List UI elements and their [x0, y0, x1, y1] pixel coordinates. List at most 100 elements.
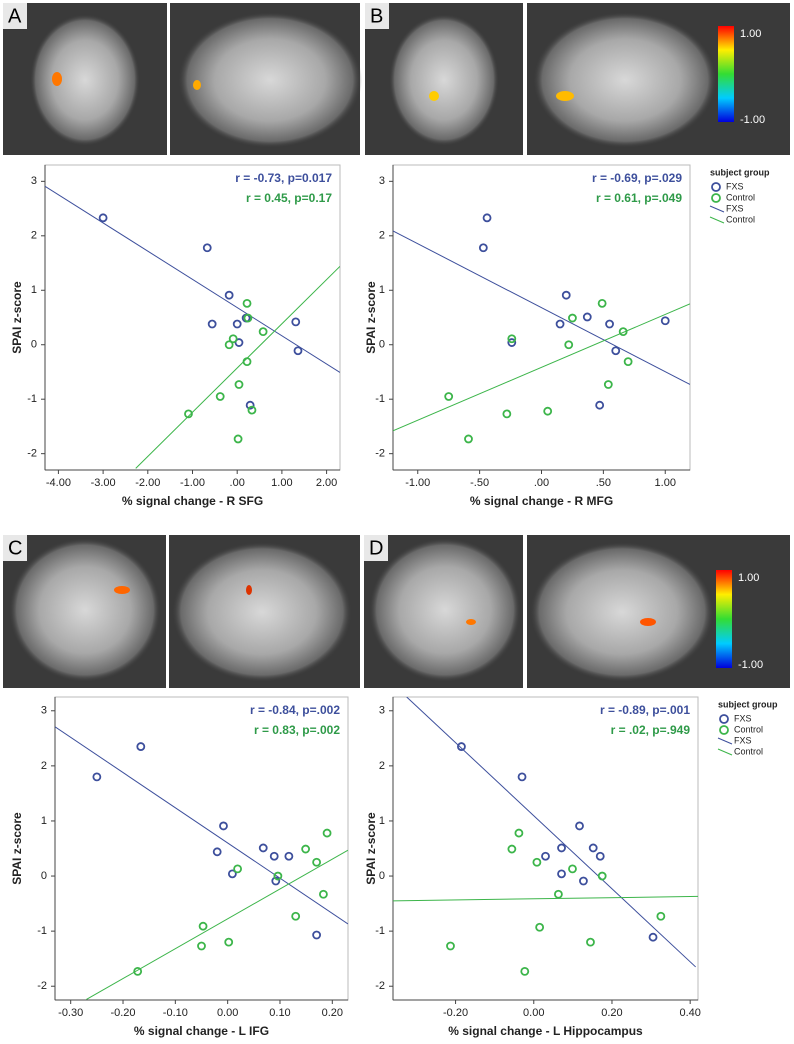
point: [184, 409, 193, 419]
x-axis-title: % signal change - R SFG: [122, 494, 263, 508]
point: [557, 843, 566, 853]
point: [269, 851, 279, 861]
point: [258, 327, 268, 337]
colorbar-label: 1.00: [738, 572, 759, 584]
brain-shape: [30, 14, 140, 146]
legend-marker: [719, 725, 729, 735]
x-tick-label: -0.10: [163, 1007, 188, 1019]
activation: [114, 586, 130, 594]
point: [202, 243, 212, 253]
point: [243, 313, 253, 323]
y-tick-label: 2: [31, 230, 37, 242]
legend-label: Control: [726, 192, 755, 202]
point: [597, 298, 607, 308]
brain-images: 1.00 -1.00 1.00 -1.00: [3, 3, 790, 688]
panel-letters: A B C D: [3, 3, 389, 561]
annotation: r = 0.61, p=.049: [596, 191, 682, 205]
scatter-chart: -2 -1 0 1 2 3 -4.00 -3.00 -2.00 -1.00 .00 1.00 2.00%…: [10, 164, 341, 508]
x-tick-label: 0.00: [523, 1007, 544, 1019]
x-tick-label: .00: [534, 477, 549, 489]
point: [234, 338, 244, 347]
y-tick-label: 2: [379, 760, 385, 772]
point: [618, 327, 628, 337]
point: [568, 313, 577, 323]
legend-title: subject group: [710, 167, 770, 177]
point: [595, 851, 605, 861]
point: [312, 857, 322, 867]
point: [543, 406, 553, 416]
point: [623, 357, 633, 367]
plot-frame: [392, 696, 699, 1001]
point: [561, 290, 571, 300]
panel-letter: D: [369, 537, 383, 559]
point: [133, 966, 143, 976]
fit-line: [393, 303, 690, 432]
y-axis-title: SPAI z-score: [364, 281, 378, 354]
x-tick-label: -0.20: [443, 1007, 468, 1019]
y-tick-label: 1: [379, 284, 385, 296]
y-tick-label: 0: [41, 870, 47, 882]
point: [464, 434, 473, 444]
point: [568, 864, 577, 874]
point: [656, 911, 666, 921]
annotation: r = 0.83, p=.002: [254, 723, 340, 737]
point: [291, 911, 301, 921]
point: [293, 346, 303, 356]
colorbar-label: -1.00: [740, 114, 765, 126]
point: [228, 334, 238, 344]
y-tick-label: -2: [27, 448, 37, 460]
activation: [52, 72, 62, 86]
legend-line: [709, 216, 725, 224]
legend-label: FXS: [734, 735, 752, 745]
annotation: r = -0.89, p=.001: [600, 703, 690, 717]
y-tick-label: 1: [41, 815, 47, 827]
legend-line: [717, 748, 733, 756]
fit-line: [45, 185, 340, 373]
annotation: r = -0.69, p=.029: [592, 171, 682, 185]
y-axis-title: SPAI z-score: [364, 812, 378, 885]
point: [312, 930, 322, 940]
point: [507, 338, 517, 347]
annotation: r = 0.45, p=0.17: [246, 191, 332, 205]
x-axis-title: % signal change - L IFG: [134, 1024, 269, 1038]
point: [611, 346, 621, 356]
point: [660, 316, 670, 326]
y-tick-label: 3: [379, 705, 385, 717]
activation: [246, 585, 252, 595]
letter-box: [365, 3, 389, 29]
fit-line: [406, 697, 696, 968]
activation: [556, 91, 574, 101]
y-tick-label: -1: [375, 925, 385, 937]
y-tick-label: 3: [379, 175, 385, 187]
brain-shape: [9, 538, 161, 682]
point: [224, 290, 234, 300]
legend-marker: [719, 714, 729, 724]
point: [247, 405, 257, 415]
x-tick-label: -0.20: [110, 1007, 135, 1019]
point: [507, 844, 517, 854]
panel-letter: B: [370, 5, 383, 27]
x-tick-label: -2.00: [135, 477, 160, 489]
point: [219, 821, 228, 831]
point: [514, 828, 524, 838]
fit-line: [135, 265, 340, 469]
legend-line: [709, 205, 725, 213]
point: [586, 937, 595, 947]
legend-label: Control: [734, 724, 763, 734]
point: [482, 213, 492, 223]
brain-shape: [533, 12, 717, 148]
brain-shape: [389, 14, 499, 146]
x-tick-label: 2.00: [316, 477, 337, 489]
colorbar: [716, 570, 732, 668]
point: [258, 843, 268, 853]
scatter-chart: -2 -1 0 1 2 3 -0.30 -0.20 -0.10 0.00 0.10 0.20 % sig…: [10, 696, 349, 1038]
point: [605, 319, 614, 329]
x-tick-label: 0.20: [601, 1007, 622, 1019]
plot-frame: [392, 164, 691, 471]
x-tick-label: -3.00: [91, 477, 116, 489]
point: [224, 340, 234, 350]
y-tick-label: 3: [41, 705, 47, 717]
point: [555, 319, 565, 329]
